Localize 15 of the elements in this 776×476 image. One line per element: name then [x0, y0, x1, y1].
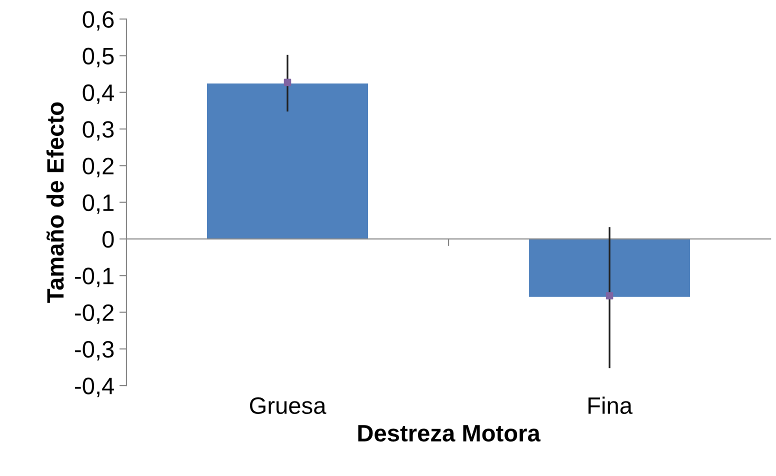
y-tick-label: -0,4 — [75, 378, 114, 398]
y-tick-label: -0,3 — [75, 340, 114, 360]
y-axis-title: Tamaño de Efecto — [46, 102, 64, 303]
y-tick-label: 0 — [102, 231, 114, 248]
y-tick-label: 0,1 — [82, 194, 114, 214]
y-tick-label: 0,2 — [82, 158, 114, 178]
x-tick-label: Fina — [588, 396, 633, 414]
y-tick-label: 0,6 — [82, 11, 114, 31]
y-tick-label: -0,1 — [75, 268, 114, 288]
x-tick-label: Gruesa — [250, 397, 326, 414]
y-tick-label: 0,4 — [82, 84, 114, 104]
y-tick-label: 0,3 — [82, 121, 114, 141]
y-tick-label: 0,5 — [82, 48, 114, 68]
x-axis-title: Destreza Motora — [358, 425, 541, 442]
y-tick-label: -0,2 — [75, 304, 114, 324]
